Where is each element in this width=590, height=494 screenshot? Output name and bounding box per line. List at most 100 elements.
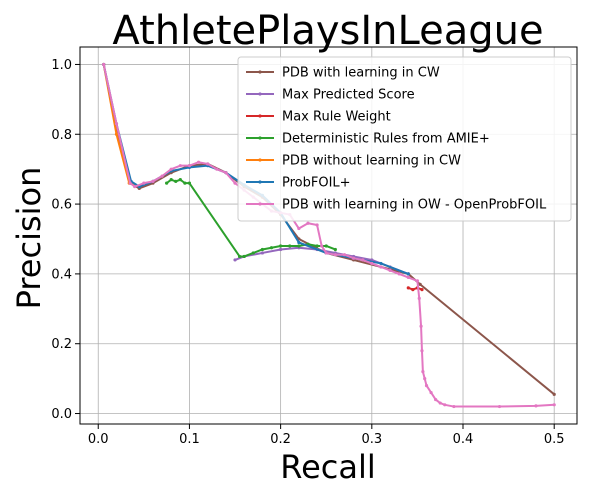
x-tick-label: 0.2: [270, 432, 291, 447]
legend-item: Max Predicted Score: [246, 88, 415, 103]
data-point: [438, 401, 442, 405]
data-point: [315, 223, 319, 227]
data-point: [269, 246, 274, 250]
data-point: [361, 258, 365, 262]
data-point: [419, 324, 423, 328]
data-point: [260, 251, 264, 255]
legend-label: PDB with learning in OW - OpenProbFOIL: [282, 198, 547, 213]
data-point: [388, 268, 392, 273]
legend-item: ProbFOIL+: [246, 176, 351, 191]
legend-label: Max Predicted Score: [282, 88, 415, 103]
data-point: [552, 392, 556, 396]
legend-label: PDB with learning in CW: [282, 66, 440, 81]
data-point: [333, 247, 337, 252]
y-axis-label: Precision: [10, 167, 48, 310]
legend-label: ProbFOIL+: [282, 176, 351, 191]
x-tick-label: 0.5: [544, 432, 565, 447]
legend-label: Max Rule Weight: [282, 110, 391, 125]
data-point: [421, 370, 425, 374]
legend-marker: [258, 92, 262, 96]
legend-marker: [258, 158, 262, 162]
series-3: [165, 178, 337, 259]
data-point: [411, 288, 415, 292]
data-point: [406, 286, 410, 290]
legend-marker: [258, 70, 262, 74]
data-point: [429, 390, 433, 395]
data-point: [224, 171, 228, 175]
y-tick-label: 0.8: [51, 128, 72, 143]
series-2: [406, 286, 424, 292]
data-point: [406, 275, 410, 279]
data-point: [169, 178, 173, 182]
data-point: [165, 181, 169, 185]
data-point: [297, 226, 301, 231]
data-point: [552, 403, 556, 407]
data-point: [297, 240, 301, 245]
series-6: [102, 62, 556, 409]
data-point: [128, 181, 132, 185]
data-point: [288, 244, 292, 248]
data-point: [420, 288, 424, 292]
plot-frame: [79, 46, 578, 425]
legend-label: PDB without learning in CW: [282, 154, 461, 169]
data-point: [420, 349, 424, 353]
data-point: [397, 272, 401, 276]
chart-title: AthletePlaysInLeague: [112, 8, 543, 54]
data-point: [142, 181, 146, 185]
data-point: [187, 181, 192, 185]
data-point: [233, 181, 237, 185]
legend-item: Deterministic Rules from AMIE+: [246, 132, 490, 147]
data-point: [333, 253, 337, 257]
y-tick-label: 0.4: [51, 267, 72, 282]
data-point: [178, 178, 182, 182]
data-point: [196, 160, 201, 164]
legend-marker: [258, 136, 262, 140]
x-tick-label: 0.1: [179, 432, 200, 447]
y-tick-label: 0.2: [51, 337, 72, 352]
y-tick-label: 0.0: [51, 407, 72, 422]
legend-marker: [258, 202, 262, 206]
data-point: [324, 244, 328, 248]
data-point: [279, 247, 283, 252]
data-point: [443, 403, 447, 407]
data-point: [237, 254, 242, 259]
data-point: [102, 62, 106, 67]
data-point: [160, 174, 164, 178]
data-point: [418, 282, 422, 286]
data-point: [434, 397, 438, 402]
legend-item: PDB with learning in CW: [246, 66, 440, 81]
legend-box: [237, 56, 572, 222]
data-point: [174, 179, 178, 183]
data-point: [406, 272, 410, 276]
data-point: [233, 258, 237, 262]
y-tick-label: 1.0: [51, 58, 72, 73]
data-point: [206, 162, 210, 166]
data-point: [315, 244, 319, 248]
data-point: [324, 251, 328, 255]
data-point: [417, 296, 421, 300]
data-point: [379, 265, 383, 269]
legend-label: Deterministic Rules from AMIE+: [282, 132, 490, 147]
data-point: [251, 251, 255, 255]
legend-marker: [258, 114, 262, 118]
data-point: [187, 164, 192, 168]
data-point: [320, 244, 324, 248]
data-point: [306, 221, 310, 225]
data-point: [342, 253, 347, 257]
axis-ticks: 0.0 0.1 0.2 0.3 0.4 0.5 0.0 0.2 0.4 0.6 0.8 1.0: [51, 58, 564, 447]
data-point: [424, 384, 429, 388]
data-point: [379, 261, 383, 266]
data-point: [215, 167, 219, 171]
data-point: [297, 244, 301, 248]
data-point: [497, 404, 502, 409]
data-point: [242, 254, 246, 259]
legend: PDB with learning in CW Max Predicted Sco…: [237, 56, 572, 222]
legend-item: PDB with learning in OW - OpenProbFOIL: [246, 198, 547, 213]
data-point: [114, 132, 119, 136]
x-tick-label: 0.4: [453, 432, 474, 447]
data-point: [169, 167, 173, 171]
data-point: [178, 164, 182, 168]
legend-item: PDB without learning in CW: [246, 154, 461, 169]
data-point: [114, 122, 119, 126]
